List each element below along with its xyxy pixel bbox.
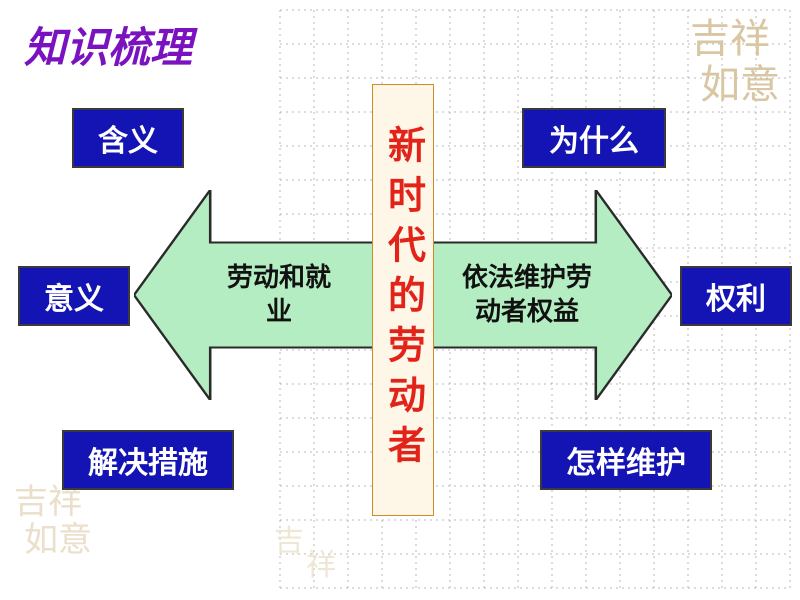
concept-box-solutions: 解决措施 [62, 430, 234, 490]
left-arrow: 劳动和就业 [134, 190, 388, 400]
right-arrow: 依法维护劳动者权益 [418, 190, 672, 400]
center-topic-text: 新时代的劳动者 [376, 125, 431, 475]
right-arrow-label: 依法维护劳动者权益 [462, 261, 592, 329]
center-topic-box: 新时代的劳动者 [372, 84, 434, 516]
decoration-3: 如意 [24, 512, 92, 561]
decoration-1: 如意 [700, 52, 780, 110]
concept-box-why: 为什么 [522, 108, 666, 168]
decoration-4: 吉 [274, 516, 304, 560]
concept-box-significance: 意义 [18, 266, 130, 326]
left-arrow-label: 劳动和就业 [224, 261, 334, 329]
decoration-5: 祥 [306, 540, 336, 584]
concept-box-rights: 权利 [680, 266, 792, 326]
concept-box-how: 怎样维护 [540, 430, 712, 490]
page-title: 知识梳理 [24, 14, 192, 75]
decoration-0: 吉祥 [690, 6, 770, 64]
concept-box-meaning: 含义 [72, 108, 184, 168]
